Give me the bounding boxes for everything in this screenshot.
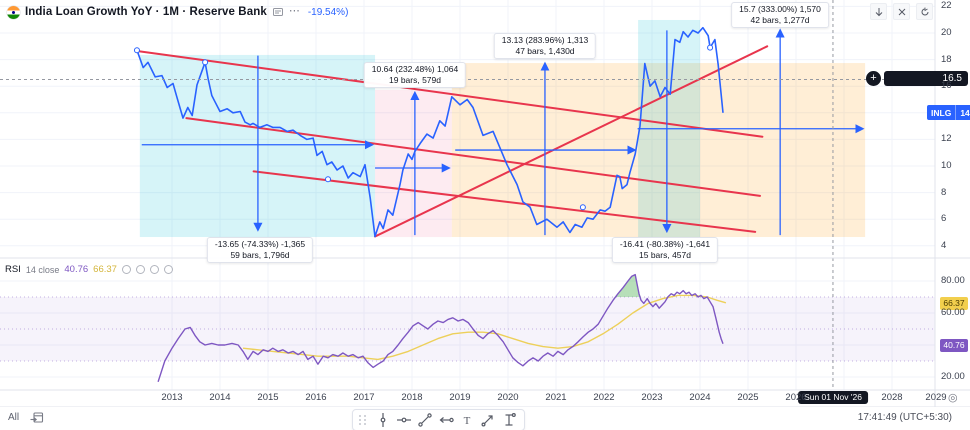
text-tool[interactable]: T	[457, 411, 476, 429]
indicator-action-icon[interactable]	[149, 265, 159, 274]
crosshair-date-badge: Sun 01 Nov '26	[798, 391, 868, 404]
series-last-value: 14	[960, 107, 970, 118]
measurement-line1: 13.13 (283.96%) 1,313	[501, 35, 589, 45]
arrow-tool[interactable]	[478, 411, 497, 429]
measurement-label[interactable]: -13.65 (-74.33%) -1,365 59 bars, 1,796d	[206, 237, 314, 263]
measurement-line2: 47 bars, 1,430d	[515, 46, 575, 56]
measurement-label[interactable]: -16.41 (-80.38%) -1,641 15 bars, 457d	[611, 237, 719, 263]
measurement-line2: 15 bars, 457d	[639, 250, 691, 260]
measure-arrows[interactable]	[141, 28, 865, 236]
series-symbol: INLG	[931, 107, 952, 118]
measurement-label[interactable]: 13.13 (283.96%) 1,313 47 bars, 1,430d	[493, 33, 597, 59]
measurement-line1: -16.41 (-80.38%) -1,641	[619, 239, 711, 249]
time-tick: 2017	[353, 392, 375, 403]
trend-line-tool[interactable]	[415, 411, 434, 429]
clock[interactable]: 17:41:49 (UTC+5:30)	[857, 412, 952, 423]
time-tick: 2026	[785, 392, 807, 403]
change-percent: -19.54%)	[307, 6, 349, 18]
rsi-tick: 60.00	[941, 307, 965, 318]
rsi-band	[0, 297, 935, 361]
drag-handle-icon[interactable]	[359, 415, 367, 425]
legend-settings-icon[interactable]	[272, 6, 284, 18]
measurement-line2: 42 bars, 1,277d	[750, 15, 810, 25]
crosshair-price-badge[interactable]: 16.5	[884, 71, 968, 86]
indicator-action-icon[interactable]	[135, 265, 145, 274]
rsi-overbought-fill	[615, 274, 641, 297]
time-tick: 2022	[593, 392, 615, 403]
svg-text:T: T	[463, 415, 470, 427]
indicator-action-icon[interactable]	[163, 265, 173, 274]
time-tick: 2018	[401, 392, 423, 403]
price-tick: 8	[941, 186, 947, 198]
price-tick: 10	[941, 160, 952, 171]
maximize-pane-button[interactable]	[893, 3, 910, 20]
india-flag-icon	[7, 5, 20, 19]
symbol-title[interactable]: India Loan Growth YoY · 1M · Reserve Ban…	[25, 6, 267, 18]
move-pane-down-button[interactable]	[870, 3, 887, 20]
time-tick: 2021	[545, 392, 567, 403]
time-tick: 2016	[305, 392, 327, 403]
price-tick: 22	[941, 0, 952, 12]
rsi-params: 14 close	[25, 264, 60, 275]
badge-divider	[955, 105, 957, 120]
trend-lines[interactable]	[135, 45, 769, 238]
pane-buttons	[870, 3, 933, 20]
symbol-legend: India Loan Growth YoY · 1M · Reserve Ban…	[7, 4, 348, 20]
bottom-toolbar: All T 17:41:49 (UTC+5:30)	[0, 407, 970, 430]
price-tick: 6	[941, 213, 947, 225]
time-tick: 2020	[497, 392, 519, 403]
restore-pane-button[interactable]	[916, 3, 933, 20]
legend-more-icon[interactable]: ⋯	[288, 5, 301, 17]
horizontal-ray-tool[interactable]	[436, 411, 455, 429]
range-all-button[interactable]: All	[8, 412, 20, 423]
rsi-tick: 80.00	[941, 275, 965, 286]
time-tick: 2019	[449, 392, 471, 403]
price-tick: 16	[941, 80, 952, 92]
rsi-value-badge: 40.76	[940, 339, 968, 352]
rsi-indicator-legend: RSI 14 close 40.76 66.37	[5, 264, 173, 275]
measurement-line2: 59 bars, 1,796d	[230, 250, 290, 260]
time-tick: 2015	[257, 392, 279, 403]
rsi-ma-value: 66.37	[93, 264, 117, 275]
time-tick: 2029	[925, 392, 947, 403]
measurement-line1: -13.65 (-74.33%) -1,365	[214, 239, 306, 249]
time-tick: 2028	[881, 392, 903, 403]
price-tick: 12	[941, 133, 952, 145]
add-alert-plus-icon[interactable]: +	[866, 71, 881, 86]
price-tick: 20	[941, 27, 952, 38]
price-tick: 18	[941, 53, 952, 65]
rsi-line	[157, 273, 724, 383]
time-tick: 2025	[737, 392, 759, 403]
vertical-line-tool[interactable]	[373, 411, 392, 429]
series-price-badge: INLG 14	[927, 105, 970, 120]
rsi-tick: 20.00	[941, 371, 965, 382]
rsi-label[interactable]: RSI	[5, 264, 21, 275]
measurement-line1: 10.64 (232.48%) 1,064	[371, 64, 459, 74]
cross-line-tool[interactable]	[394, 411, 413, 429]
price-tick: 4	[941, 239, 947, 251]
time-tick: 2013	[161, 392, 183, 403]
measurement-line1: 15.7 (333.00%) 1,570	[739, 4, 821, 14]
rsi-ma-badge: 66.37	[940, 297, 968, 310]
drawing-anchors[interactable]	[133, 44, 714, 211]
time-tick: 2023	[641, 392, 663, 403]
drawing-toolbar[interactable]: T	[352, 409, 525, 430]
measurement-label[interactable]: 10.64 (232.48%) 1,064 19 bars, 579d	[363, 62, 467, 88]
measurement-line2: 19 bars, 579d	[389, 75, 441, 85]
time-tick: 2014	[209, 392, 231, 403]
rsi-value: 40.76	[64, 264, 89, 275]
time-tick: 2024	[689, 392, 711, 403]
measurement-label[interactable]: 15.7 (333.00%) 1,570 42 bars, 1,277d	[731, 2, 829, 28]
goto-date-button[interactable]	[30, 411, 44, 429]
timescale-target-icon[interactable]: ◎	[948, 392, 958, 404]
extended-line-tool[interactable]	[499, 411, 518, 429]
indicator-action-icon[interactable]	[121, 265, 131, 274]
price-line[interactable]	[136, 26, 724, 238]
